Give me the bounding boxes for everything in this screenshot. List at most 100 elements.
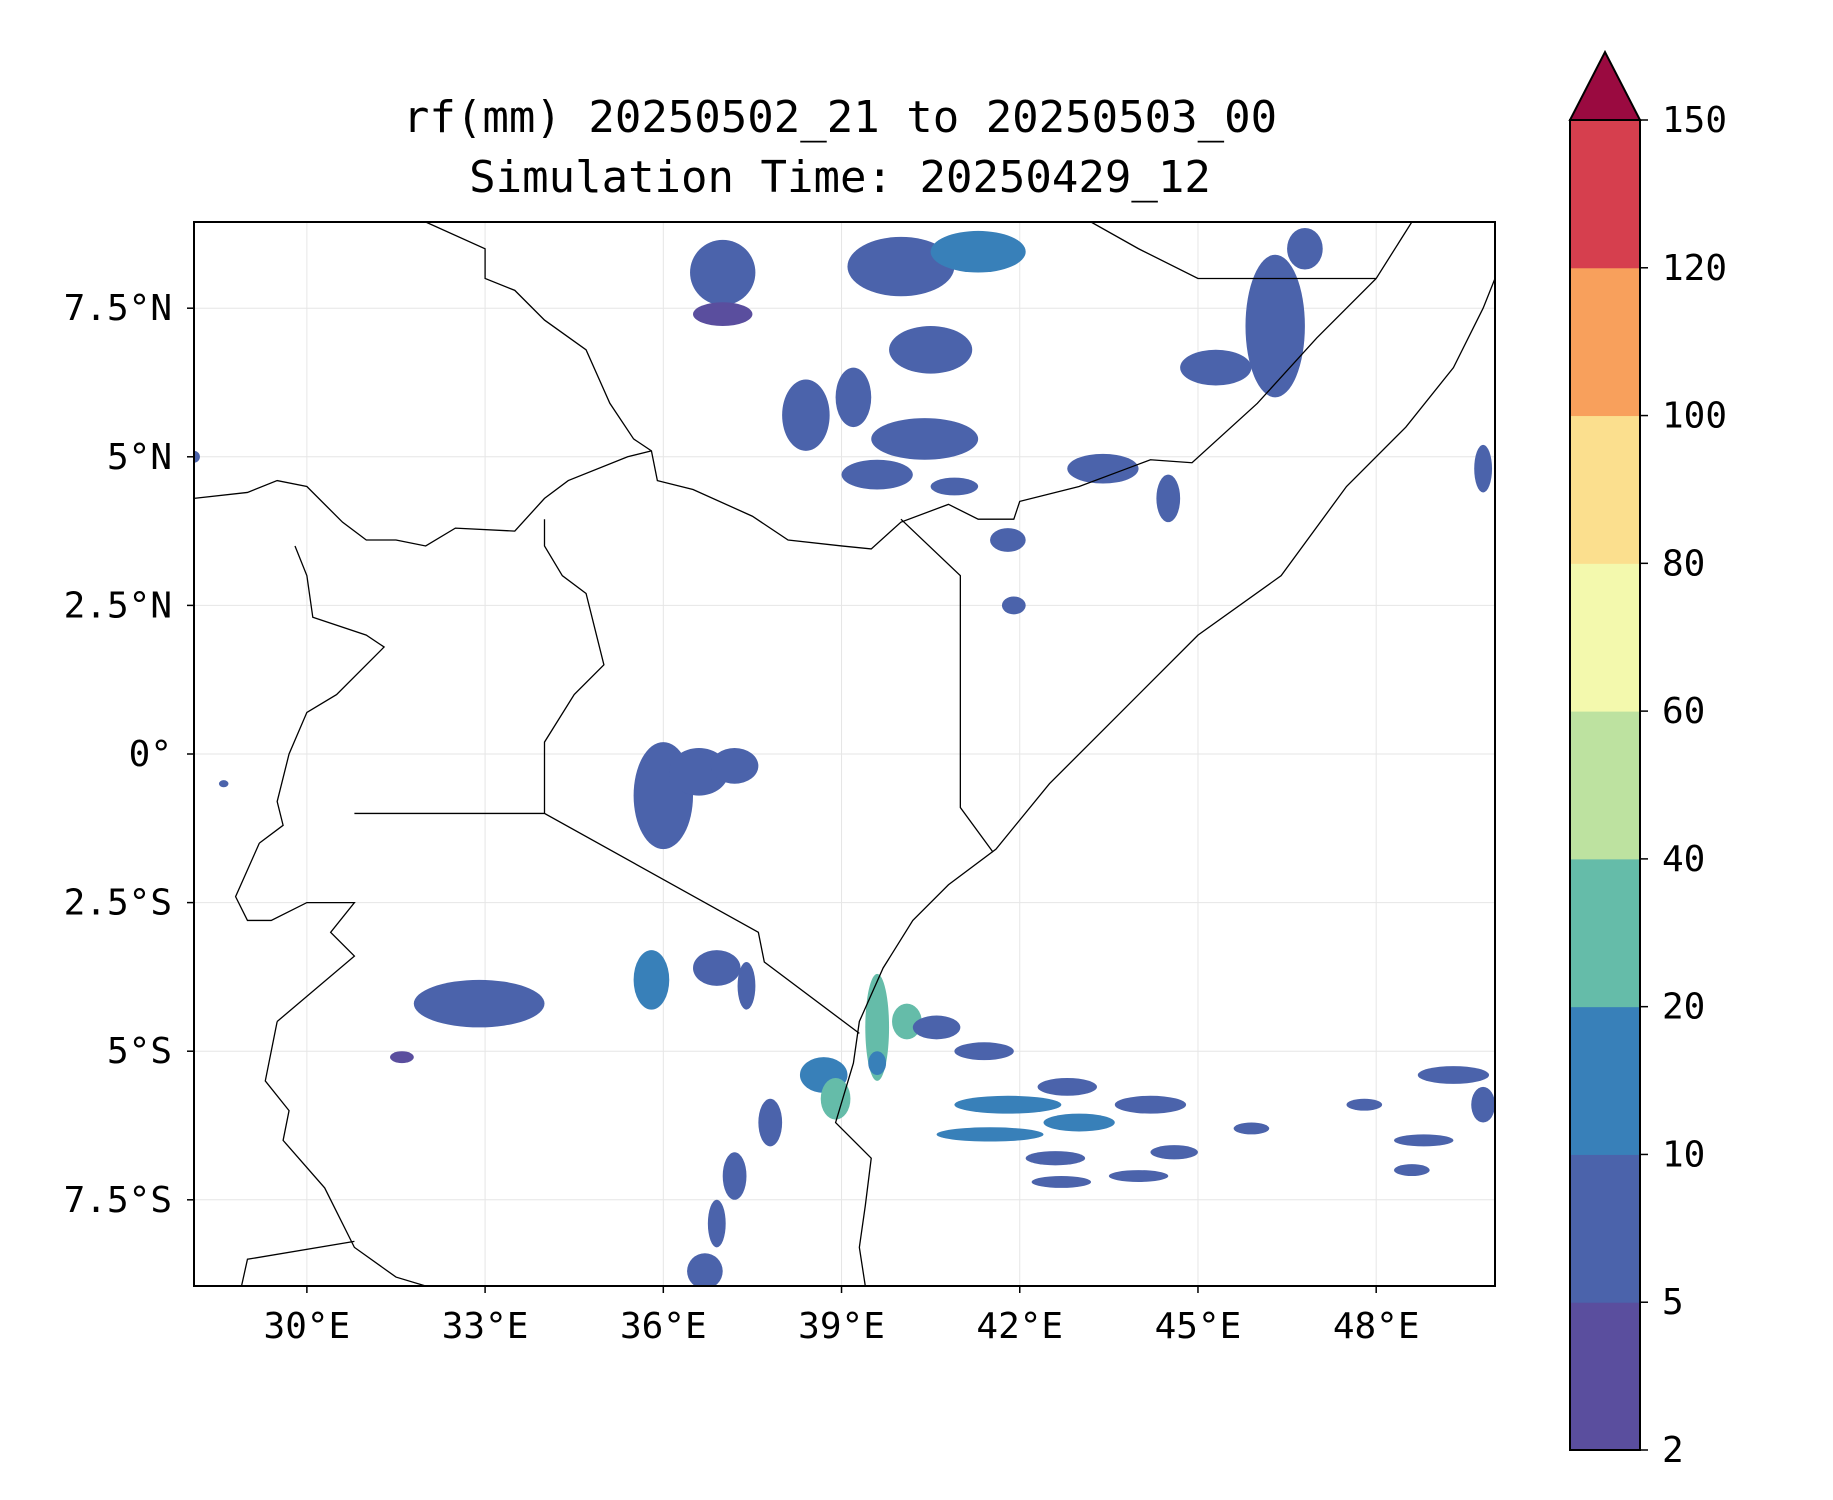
coastline [834,278,1495,1286]
rainfall-cell [1245,254,1305,398]
rainfall-cell [1025,1151,1086,1166]
x-tick-label: 36°E [620,1306,707,1347]
rainfall-cell [693,950,741,986]
y-tick-label: 5°S [107,1031,172,1072]
colorbar-segment [1570,563,1640,712]
colorbar-extend-arrow [1568,49,1642,121]
country-border [234,842,356,1022]
y-tick-label: 5°N [107,437,172,478]
rainfall-cell [1001,596,1026,615]
rainfall-cell [865,973,890,1081]
colorbar-segment [1570,1302,1640,1451]
colorbar-segment [1570,120,1640,269]
rainfall-cell [1180,349,1252,386]
y-tick-label: 7.5°S [64,1180,172,1221]
rainfall-cell [687,1253,723,1286]
map-title-line-2: Simulation Time: 20250429_12 [469,152,1211,203]
colorbar-segment [1570,1154,1640,1303]
colorbar-tick-label: 80 [1662,543,1705,584]
rainfall-cell [690,239,756,306]
rainfall-cell [390,1051,414,1064]
rainfall-cell [1114,1095,1187,1114]
y-tick-label: 0° [129,734,172,775]
colorbar-tick-label: 10 [1662,1134,1705,1175]
country-border [258,545,386,844]
country-border [354,812,860,1034]
rainfall-cell [889,326,973,374]
y-tick-label: 7.5°N [64,288,172,329]
x-tick-label: 42°E [976,1306,1063,1347]
country-border [425,222,1413,550]
rainfall-cell [194,450,200,463]
colorbar-segment [1570,267,1640,417]
rainfall-cell [1287,227,1323,270]
country-border [240,1240,355,1286]
rainfall-cell [1346,1098,1383,1111]
rainfall-cell [218,780,229,788]
rainfall-cell [868,1051,887,1075]
country-border [1090,222,1377,280]
rainfall-cell [1417,1066,1490,1084]
colorbar-tick-label: 60 [1662,691,1705,732]
y-tick-label: 2.5°S [64,883,172,924]
rainfall-cell [841,459,913,490]
x-tick-label: 48°E [1333,1306,1420,1347]
colorbar-tick-label: 120 [1662,248,1727,289]
rainfall-cell [633,950,670,1010]
rainfall-cell [930,230,1026,273]
rainfall-contours [194,227,1495,1286]
rainfall-cell [710,748,759,784]
rainfall-cell [954,1042,1014,1061]
x-tick-label: 39°E [798,1306,885,1347]
rainfall-cell [1394,1164,1430,1177]
colorbar-tick-label: 40 [1662,839,1705,880]
rainfall-cell [1394,1134,1454,1147]
rainfall-cell [936,1127,1044,1142]
rainfall-cell [1156,474,1181,523]
latitude-ticks: 7.5°N 5°N 2.5°N 0° 2.5°S 5°S 7.5°S [64,288,194,1221]
rainfall-cell [847,236,955,297]
colorbar-tick-label: 20 [1662,987,1705,1028]
rainfall-cell [1108,1170,1169,1182]
rainfall-cell [707,1199,726,1248]
colorbar: 2 5 10 20 40 60 80 100 120 150 [1568,49,1727,1471]
x-tick-label: 30°E [264,1306,351,1347]
rainfall-cell [1150,1145,1198,1160]
colorbar-segment [1570,1006,1640,1155]
rainfall-cell [1067,453,1139,484]
colorbar-tick-label: 5 [1662,1282,1684,1323]
country-border [194,450,652,547]
rainfall-cell [782,379,830,451]
y-tick-label: 2.5°N [64,585,172,626]
rainfall-cell [693,302,753,327]
rainfall-cell [737,962,756,1010]
rainfall-cell [820,1077,851,1120]
colorbar-tick-label: 150 [1662,100,1727,141]
x-tick-label: 33°E [442,1306,529,1347]
colorbar-segment [1570,711,1640,860]
map-title-line-1: rf(mm) 20250502_21 to 20250503_00 [402,92,1278,143]
country-borders [194,222,1413,1286]
colorbar-tick-label: 2 [1662,1430,1684,1471]
rainfall-cell [1233,1122,1270,1135]
rainfall-cell [413,979,545,1028]
rainfall-cell [722,1152,747,1200]
rainfall-cell [930,477,979,496]
colorbar-frame [1569,119,1641,1451]
x-tick-label: 45°E [1155,1306,1242,1347]
rainfall-cell [1043,1113,1115,1132]
rainfall-cell [1474,444,1493,493]
rainfall-cell [954,1095,1062,1114]
colorbar-segment [1570,415,1640,564]
rainfall-cell [871,418,979,460]
rainfall-cell [835,367,872,428]
rainfall-cell [758,1098,783,1147]
coastline-line [834,278,1495,1286]
rainfall-cell [990,528,1026,552]
rainfall-cell [1471,1086,1495,1123]
country-border [900,518,994,853]
rainfall-cell [1037,1077,1097,1096]
longitude-ticks: 30°E 33°E 36°E 39°E 42°E 45°E 48°E [264,1286,1420,1347]
country-border [264,1021,426,1286]
